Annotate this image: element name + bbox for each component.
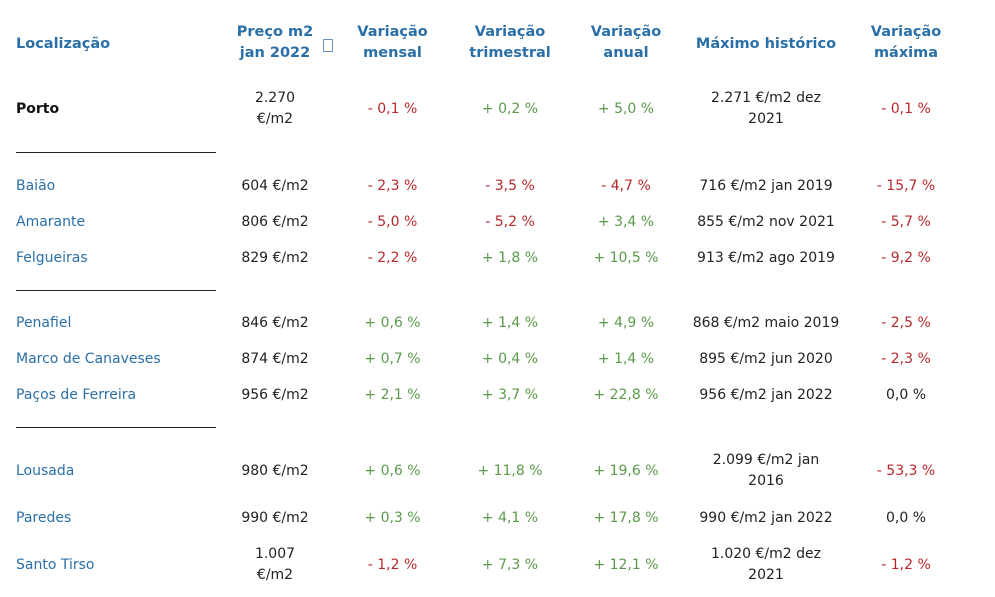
max-variation: - 2,5 % — [881, 314, 931, 331]
monthly-variation: - 5,0 % — [367, 213, 418, 230]
location-name[interactable]: Penafiel — [16, 314, 72, 331]
max-variation: - 15,7 % — [876, 177, 936, 194]
location-name[interactable]: Amarante — [16, 213, 86, 230]
annual-variation: + 22,8 % — [593, 386, 659, 403]
group-divider — [16, 427, 216, 428]
max-variation: - 5,7 % — [881, 213, 931, 230]
location-name[interactable]: Paredes — [16, 509, 72, 526]
table-row: Lousada 980 €/m2 + 0,6 % + 11,8 % + 19,6 % 2.… — [0, 449, 995, 493]
max-variation: 0,0 % — [885, 509, 927, 526]
price-cell: 829 €/m2 — [241, 249, 309, 266]
monthly-variation: - 2,3 % — [367, 177, 418, 194]
price-cell: 874 €/m2 — [241, 350, 309, 367]
price-cell: 980 €/m2 — [241, 462, 309, 479]
location-name[interactable]: Lousada — [16, 462, 75, 479]
max-historic-cell: 855 €/m2 nov 2021 — [697, 213, 835, 230]
table-header: Localização Preço m2 jan 2022 Variação m… — [0, 22, 995, 68]
max-historic-cell: 868 €/m2 maio 2019 — [692, 314, 840, 331]
price-cell: 604 €/m2 — [241, 177, 309, 194]
price-cell: 2.270 €/m2 — [254, 90, 296, 127]
monthly-variation: + 0,6 % — [364, 462, 421, 479]
max-historic-cell: 956 €/m2 jan 2022 — [699, 386, 833, 403]
max-variation: 0,0 % — [885, 386, 927, 403]
table-row: Felgueiras 829 €/m2 - 2,2 % + 1,8 % + 10,5 %… — [0, 247, 995, 269]
quarterly-variation: - 5,2 % — [485, 213, 535, 230]
quarterly-variation: + 7,3 % — [481, 556, 539, 573]
max-historic-cell: 990 €/m2 jan 2022 — [699, 509, 833, 526]
max-variation: - 0,1 % — [881, 100, 931, 117]
price-cell: 956 €/m2 — [241, 386, 309, 403]
location-name[interactable]: Baião — [16, 177, 56, 194]
max-historic-cell: 1.020 €/m2 dez 2021 — [711, 546, 821, 583]
max-historic-cell: 2.099 €/m2 jan 2016 — [712, 452, 820, 489]
table-row: Marco de Canaveses 874 €/m2 + 0,7 % + 0,4 %… — [0, 348, 995, 370]
quarterly-variation: + 0,2 % — [481, 100, 539, 117]
header-price[interactable]: Preço m2 jan 2022 — [225, 22, 333, 64]
monthly-variation: - 0,1 % — [367, 100, 418, 117]
max-variation: - 9,2 % — [881, 249, 931, 266]
annual-variation: + 19,6 % — [593, 462, 659, 479]
max-historic-cell: 716 €/m2 jan 2019 — [699, 177, 833, 194]
monthly-variation: + 0,3 % — [364, 509, 421, 526]
max-historic-cell: 913 €/m2 ago 2019 — [697, 249, 835, 266]
table-row: Amarante 806 €/m2 - 5,0 % - 5,2 % + 3,4 % 855… — [0, 211, 995, 233]
table-row: Paredes 990 €/m2 + 0,3 % + 4,1 % + 17,8 % 990… — [0, 507, 995, 529]
annual-variation: + 3,4 % — [597, 213, 655, 230]
price-cell: 806 €/m2 — [241, 213, 309, 230]
location-name[interactable]: Paços de Ferreira — [16, 386, 137, 403]
quarterly-variation: - 3,5 % — [485, 177, 535, 194]
annual-variation: + 12,1 % — [593, 556, 659, 573]
group-divider — [16, 152, 216, 153]
sort-icon[interactable] — [323, 39, 333, 52]
annual-variation: + 1,4 % — [597, 350, 655, 367]
annual-variation: + 4,9 % — [597, 314, 655, 331]
quarterly-variation: + 0,4 % — [481, 350, 539, 367]
max-variation: - 53,3 % — [876, 462, 936, 479]
monthly-variation: - 1,2 % — [367, 556, 418, 573]
monthly-variation: + 0,6 % — [364, 314, 421, 331]
location-name: Porto — [16, 100, 60, 117]
annual-variation: + 10,5 % — [593, 249, 659, 266]
header-location[interactable]: Localização — [16, 36, 111, 52]
quarterly-variation: + 3,7 % — [481, 386, 539, 403]
table-row: Baião 604 €/m2 - 2,3 % - 3,5 % - 4,7 % 716 €/… — [0, 175, 995, 197]
annual-variation: - 4,7 % — [601, 177, 651, 194]
price-cell: 1.007 €/m2 — [254, 546, 296, 583]
header-annual[interactable]: Variação anual — [590, 24, 662, 61]
max-historic-cell: 895 €/m2 jun 2020 — [699, 350, 833, 367]
header-max-historic[interactable]: Máximo histórico — [695, 36, 837, 52]
location-name[interactable]: Santo Tirso — [16, 556, 95, 573]
max-historic-cell: 2.271 €/m2 dez 2021 — [711, 90, 821, 127]
quarterly-variation: + 1,4 % — [481, 314, 539, 331]
table-row: Paços de Ferreira 956 €/m2 + 2,1 % + 3,7 % +… — [0, 384, 995, 406]
quarterly-variation: + 1,8 % — [481, 249, 539, 266]
table-row: Santo Tirso 1.007 €/m2 - 1,2 % + 7,3 % + 12,1… — [0, 543, 995, 587]
quarterly-variation: + 4,1 % — [481, 509, 539, 526]
table-row: Porto 2.270 €/m2 - 0,1 % + 0,2 % + 5,0 % 2.271… — [0, 87, 995, 131]
annual-variation: + 5,0 % — [597, 100, 655, 117]
group-divider — [16, 290, 216, 291]
max-variation: - 1,2 % — [881, 556, 931, 573]
header-max-variation[interactable]: Variação máxima — [870, 24, 942, 61]
price-cell: 990 €/m2 — [241, 509, 309, 526]
location-name[interactable]: Felgueiras — [16, 249, 88, 266]
header-quarterly[interactable]: Variação trimestral — [469, 24, 551, 61]
quarterly-variation: + 11,8 % — [477, 462, 543, 479]
header-monthly[interactable]: Variação mensal — [357, 24, 428, 61]
monthly-variation: + 2,1 % — [364, 386, 421, 403]
location-name[interactable]: Marco de Canaveses — [16, 350, 161, 367]
monthly-variation: + 0,7 % — [364, 350, 421, 367]
annual-variation: + 17,8 % — [593, 509, 659, 526]
max-variation: - 2,3 % — [881, 350, 931, 367]
table-row: Penafiel 846 €/m2 + 0,6 % + 1,4 % + 4,9 % 868… — [0, 312, 995, 334]
monthly-variation: - 2,2 % — [367, 249, 418, 266]
price-cell: 846 €/m2 — [241, 314, 309, 331]
